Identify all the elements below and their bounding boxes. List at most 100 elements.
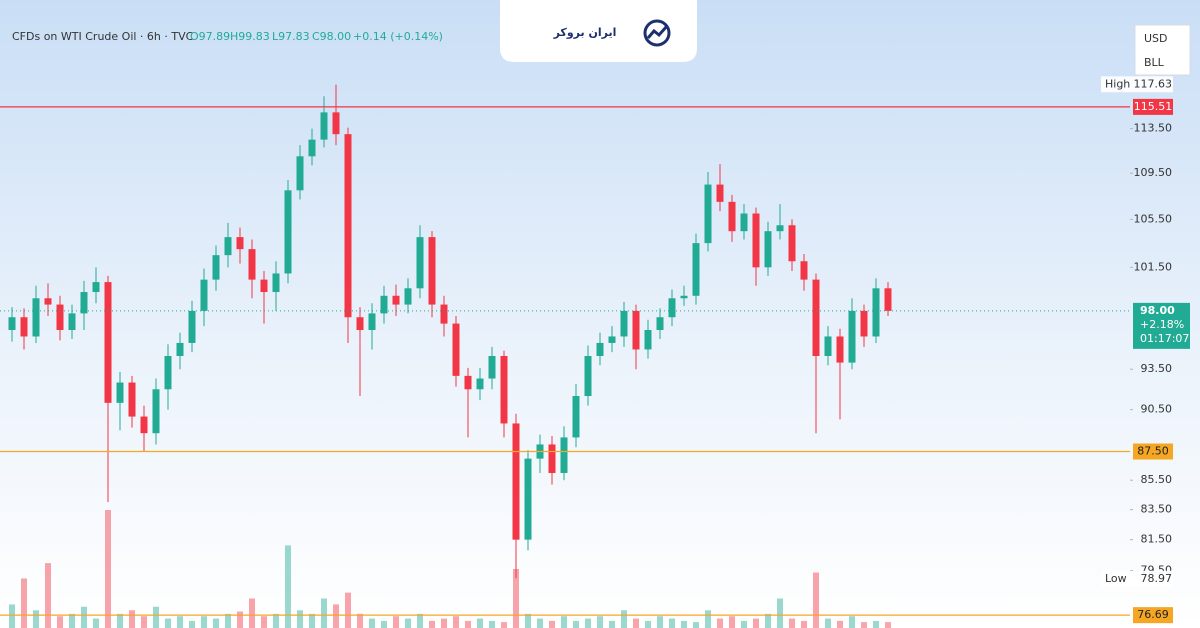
candle-body [332, 112, 340, 135]
candle-body [92, 282, 100, 293]
candle-body [872, 288, 880, 337]
volume-bar [693, 622, 699, 628]
volume-bar [45, 563, 51, 628]
marker-tag [1101, 570, 1173, 587]
volume-bar [669, 618, 675, 628]
volume-bar [645, 620, 651, 628]
volume-bar [369, 618, 375, 628]
volume-bar [405, 618, 411, 628]
ohlc-close: C98.00 [312, 30, 351, 43]
y-tick-label: 85.50 [1141, 473, 1173, 486]
volume-bar [861, 622, 867, 628]
currency-box: USD BLL [1134, 24, 1191, 76]
volume-bar [573, 620, 579, 628]
candle-body [740, 213, 748, 232]
volume-bar [9, 604, 15, 628]
candle-body [884, 288, 892, 311]
volume-bar [825, 618, 831, 628]
ohlc-open: O97.89 [190, 30, 230, 43]
ohlc-change: +0.14 (+0.14%) [353, 30, 443, 43]
candle-body [176, 342, 184, 357]
candle-body [656, 317, 664, 331]
candle-body [140, 416, 148, 434]
last-price-label: 98.00 [1140, 304, 1175, 317]
candle-body [848, 310, 856, 363]
volume-bar [189, 620, 195, 628]
chart-title: CFDs on WTI Crude Oil · 6h · TVC [12, 30, 194, 43]
candle-body [812, 279, 820, 357]
candle-body [596, 342, 604, 357]
candle-body [632, 310, 640, 350]
marker-tag [1101, 76, 1173, 93]
volume-bar [537, 618, 543, 628]
volume-bar [681, 620, 687, 628]
volume-bar [237, 611, 243, 628]
y-tick-label: 83.50 [1141, 503, 1173, 516]
volume-bar [585, 618, 591, 628]
brand-name: ایران بروکر [553, 26, 617, 39]
candle-body [644, 330, 652, 350]
candle-body [380, 295, 388, 314]
candle-body [476, 378, 484, 390]
candle-body [356, 317, 364, 331]
volume-bar [213, 618, 219, 628]
candle-body [692, 243, 700, 296]
volume-bar [93, 618, 99, 628]
volume-bar [105, 510, 111, 628]
candle-body [392, 295, 400, 305]
brand-badge: ایران بروکر [500, 0, 697, 62]
candle-body [68, 313, 76, 331]
candle-body [80, 292, 88, 314]
candle-body [224, 237, 232, 256]
price-tag [1133, 443, 1173, 460]
price-tag [1133, 607, 1173, 624]
y-tick-label: 101.50 [1134, 260, 1173, 273]
candle-body [440, 304, 448, 324]
candle-body [8, 317, 16, 331]
y-tick-label: 90.50 [1141, 403, 1173, 416]
candle-body [824, 336, 832, 357]
candle-body [452, 323, 460, 376]
volume-bar [513, 569, 519, 628]
countdown: 01:17:07 [1140, 332, 1189, 345]
candle-body [284, 190, 292, 274]
ohlc-low: L97.83 [272, 30, 310, 43]
volume-bar [777, 598, 783, 628]
candle-body [788, 225, 796, 262]
marker-label: 78.97 [1141, 572, 1173, 585]
volume-bar [81, 606, 87, 628]
volume-bar [21, 578, 27, 628]
volume-bar [129, 610, 135, 628]
candle-body [344, 134, 352, 318]
candle-body [704, 184, 712, 244]
volume-bar [489, 620, 495, 628]
volume-bar [753, 618, 759, 628]
volume-bar [609, 620, 615, 628]
volume-bar [225, 613, 231, 628]
volume-bar [765, 613, 771, 628]
candle-body [620, 310, 628, 337]
volume-bar [333, 604, 339, 628]
y-tick-label: 109.50 [1134, 166, 1173, 179]
candle-body [584, 356, 592, 397]
candle-body [212, 255, 220, 280]
candle-body [668, 298, 676, 318]
candle-body [20, 317, 28, 337]
candle-body [128, 382, 136, 417]
ohlc-high: H99.83 [230, 30, 270, 43]
volume-bar [381, 620, 387, 628]
candle-body [296, 156, 304, 191]
volume-bar [165, 618, 171, 628]
volume-bar [561, 616, 567, 628]
currency-unit: BLL [1144, 56, 1165, 69]
brand-arrow [646, 25, 669, 39]
candle-body [836, 336, 844, 363]
price-tag [1133, 98, 1173, 115]
candle-body [260, 279, 268, 293]
volume-bar [801, 620, 807, 628]
candle-body [104, 282, 112, 403]
y-tick-label: 113.50 [1134, 122, 1173, 135]
volume-bar [309, 613, 315, 628]
volume-bar [201, 616, 207, 628]
